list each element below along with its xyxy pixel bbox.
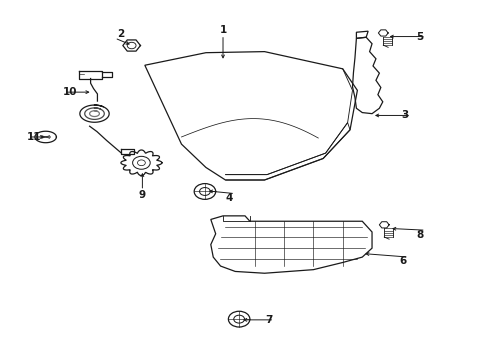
Text: 10: 10 — [63, 87, 77, 97]
Text: 9: 9 — [139, 190, 146, 200]
Text: 11: 11 — [27, 132, 42, 142]
Text: 8: 8 — [416, 230, 423, 239]
Text: 6: 6 — [399, 256, 406, 266]
Text: 3: 3 — [402, 111, 409, 121]
Text: 2: 2 — [117, 29, 124, 39]
Text: 1: 1 — [220, 26, 227, 35]
Text: 5: 5 — [416, 32, 423, 41]
Text: 4: 4 — [226, 193, 233, 203]
Text: 7: 7 — [265, 315, 272, 325]
